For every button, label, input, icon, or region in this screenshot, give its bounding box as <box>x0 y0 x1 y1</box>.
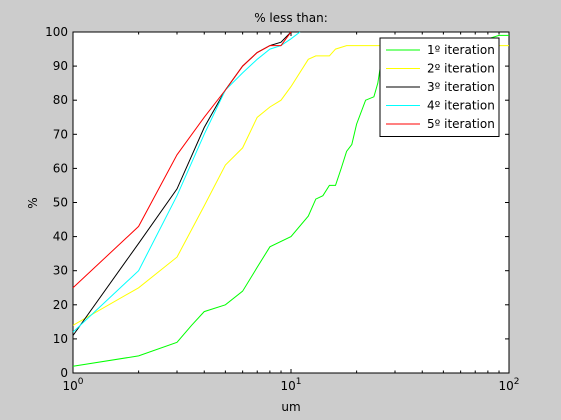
y-tick-label: 0 <box>60 366 68 380</box>
legend-label: 3º iteration <box>427 80 495 94</box>
x-axis-label: um <box>281 400 300 414</box>
x-tick-label-base: 10 <box>498 379 513 393</box>
x-tick-label-base: 10 <box>62 379 77 393</box>
x-tick-label-exponent: 2 <box>514 377 520 387</box>
legend-label: 2º iteration <box>427 62 495 76</box>
y-axis-label: % <box>26 197 40 208</box>
x-tick-label: 100 <box>62 377 83 393</box>
series-lines <box>72 31 509 367</box>
chart-title: % less than: <box>254 11 328 25</box>
x-tick-label-exponent: 0 <box>78 377 84 387</box>
series-line-5 <box>72 31 292 289</box>
y-tick-label: 50 <box>53 196 68 210</box>
y-tick-label: 20 <box>53 298 68 312</box>
x-tick-label: 101 <box>280 377 301 393</box>
x-tick-label: 102 <box>498 377 519 393</box>
series-line-4 <box>72 31 301 333</box>
y-tick-label: 40 <box>53 230 68 244</box>
legend-label: 1º iteration <box>427 43 495 57</box>
legend-label: 5º iteration <box>427 117 495 131</box>
series-line-2 <box>72 45 509 326</box>
legend: 1º iteration 2º iteration 3º iteration 4º i… <box>379 37 500 137</box>
y-tick-label: 10 <box>53 332 68 346</box>
y-tick-label: 100 <box>45 25 68 39</box>
y-tick-label: 60 <box>53 161 68 175</box>
legend-label: 4º iteration <box>427 99 495 113</box>
y-tick-label: 70 <box>53 127 68 141</box>
y-tick-label: 30 <box>53 264 68 278</box>
x-tick-label-exponent: 1 <box>296 377 302 387</box>
y-tick-label: 80 <box>53 93 68 107</box>
y-tick-label: 90 <box>53 59 68 73</box>
x-tick-label-base: 10 <box>280 379 295 393</box>
